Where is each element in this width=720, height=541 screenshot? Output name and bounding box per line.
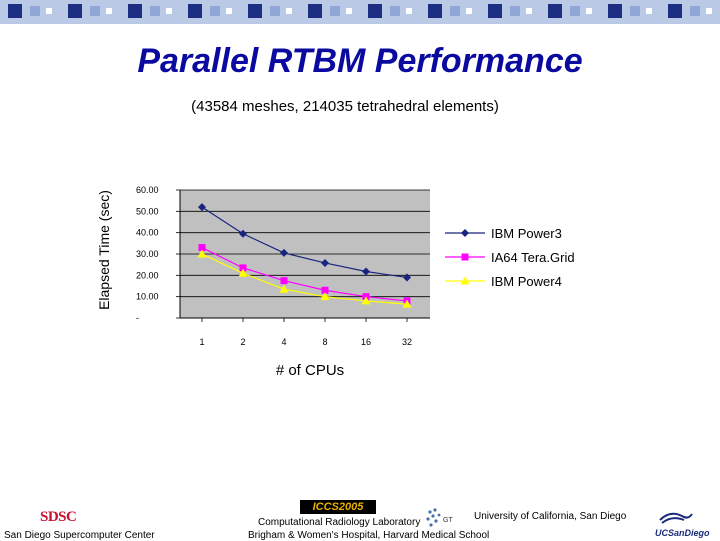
data-point [321, 258, 329, 267]
legend-label: IA64 Tera.Grid [491, 250, 575, 265]
band-square [368, 4, 382, 18]
data-point [238, 268, 248, 277]
band-square [330, 6, 340, 16]
band-square [166, 8, 172, 14]
band-square [308, 4, 322, 18]
x-tick-label: 8 [322, 337, 327, 347]
data-point [198, 244, 206, 252]
band-square [90, 6, 100, 16]
legend-label: IBM Power4 [491, 274, 562, 289]
data-point [402, 299, 412, 308]
conference-badge: ICCS2005 [300, 500, 376, 514]
x-axis-label: # of CPUs [275, 362, 345, 379]
band-square [570, 6, 580, 16]
data-point [280, 277, 288, 285]
top-decorative-band [0, 0, 720, 24]
band-square [68, 4, 82, 18]
band-square [128, 4, 142, 18]
crl-logo-icon: GT [426, 508, 453, 527]
sdsc-name: San Diego Supercomputer Center [4, 530, 155, 541]
band-square [548, 4, 562, 18]
band-square [706, 8, 712, 14]
series-ibm-power4 [197, 249, 412, 308]
data-point [198, 203, 206, 212]
band-square [406, 8, 412, 14]
x-tick-label: 32 [402, 337, 412, 347]
legend-label: IBM Power3 [491, 226, 562, 241]
band-square [608, 4, 622, 18]
ucsd-triton-icon [659, 512, 693, 524]
band-square [346, 8, 352, 14]
university-name: University of California, San Diego [474, 511, 627, 522]
band-square [586, 8, 592, 14]
band-square [150, 6, 160, 16]
band-square [690, 6, 700, 16]
band-square [526, 8, 532, 14]
band-square [210, 6, 220, 16]
x-tick-label: 4 [281, 337, 286, 347]
band-square [8, 4, 22, 18]
data-point [279, 284, 289, 293]
slide-subtitle: (43584 meshes, 214035 tetrahedral elemen… [191, 98, 499, 115]
hospital-name: Brigham & Women's Hospital, Harvard Medi… [248, 530, 490, 541]
legend-marker [461, 229, 469, 237]
series-line [201, 253, 408, 305]
band-square [286, 8, 292, 14]
data-point [362, 267, 370, 276]
x-tick-label: 2 [240, 337, 245, 347]
data-point [321, 286, 329, 294]
legend-marker [460, 276, 470, 285]
band-square [488, 4, 502, 18]
band-square [428, 4, 442, 18]
data-point [361, 296, 371, 305]
data-point [239, 264, 247, 272]
y-tick-label: - [136, 313, 139, 323]
band-square [510, 6, 520, 16]
y-tick-label: 30.00 [136, 249, 159, 259]
legend-marker [461, 253, 469, 261]
series-line [201, 206, 408, 279]
data-point [403, 273, 411, 282]
performance-line-chart: 60.00 50.00 40.00 30.00 20.00 10.00 - 1 2 4 8 16 32 I… [136, 185, 575, 347]
band-square [248, 4, 262, 18]
ucsd-logo: UCSanDiego [655, 528, 710, 538]
band-square [188, 4, 202, 18]
svg-text:GT: GT [443, 517, 453, 524]
x-tick-label: 1 [199, 337, 204, 347]
y-tick-label: 50.00 [136, 206, 159, 216]
sdsc-logo: SDSC [40, 509, 77, 525]
y-tick-label: 10.00 [136, 292, 159, 302]
band-square [466, 8, 472, 14]
data-point [280, 248, 288, 257]
data-point [197, 249, 207, 258]
y-axis-label: Elapsed Time (sec) [96, 190, 112, 310]
band-square [390, 6, 400, 16]
series-ibm-power3 [198, 203, 411, 282]
series-line [201, 247, 408, 302]
band-square [646, 8, 652, 14]
band-square [630, 6, 640, 16]
band-square [30, 6, 40, 16]
lab-name: Computational Radiology Laboratory [258, 517, 421, 528]
data-point [239, 229, 247, 238]
band-background [0, 0, 720, 24]
y-tick-label: 40.00 [136, 228, 159, 238]
band-square [106, 8, 112, 14]
data-point [320, 292, 330, 301]
x-tick-label: 16 [361, 337, 371, 347]
y-tick-label: 20.00 [136, 270, 159, 280]
slide-title: Parallel RTBM Performance [137, 42, 583, 80]
y-tick-label: 60.00 [136, 185, 159, 195]
band-square [270, 6, 280, 16]
band-square [450, 6, 460, 16]
band-square [46, 8, 52, 14]
band-square [226, 8, 232, 14]
band-square [668, 4, 682, 18]
